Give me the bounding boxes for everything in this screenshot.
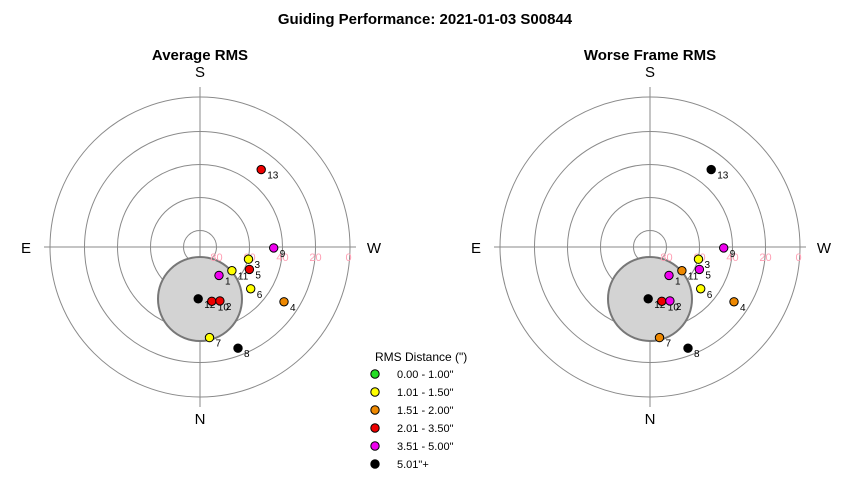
- worse-frame-rms-subtitle: Worse Frame RMS: [584, 47, 716, 64]
- legend-label: 0.00 - 1.00": [397, 369, 454, 381]
- data-point: [227, 266, 237, 276]
- data-point: [244, 264, 255, 275]
- worse-frame-rms-panel: Worse Frame RMS 806040200SNEW87412102611…: [471, 47, 832, 428]
- data-point: [214, 270, 224, 281]
- horizon-ring: [499, 96, 801, 398]
- data-point-label: 6: [707, 290, 713, 301]
- data-point-label: 8: [694, 349, 700, 360]
- data-point-label: 13: [717, 171, 729, 182]
- data-point-label: 1: [225, 276, 231, 287]
- direction-label-bottom: N: [195, 411, 206, 428]
- data-point-label: 11: [688, 272, 699, 283]
- data-point-label: 11: [238, 272, 249, 283]
- altitude-tick-label: 20: [759, 252, 771, 264]
- data-point: [665, 296, 675, 306]
- legend-label: 1.51 - 2.00": [397, 405, 454, 417]
- data-point-label: 5: [255, 270, 261, 281]
- legend-title: RMS Distance ("): [375, 350, 467, 364]
- data-point: [657, 296, 667, 306]
- altitude-tick-label: 20: [309, 252, 321, 264]
- direction-label-top: S: [645, 64, 655, 81]
- legend-swatch: [370, 459, 380, 469]
- legend-label: 1.01 - 1.50": [397, 387, 454, 399]
- figure-title: Guiding Performance: 2021-01-03 S00844: [278, 11, 573, 28]
- data-point: [204, 332, 215, 343]
- data-point: [729, 297, 739, 307]
- legend-swatch: [370, 387, 380, 397]
- data-point-label: 9: [730, 249, 736, 260]
- altitude-tick-label: 0: [795, 252, 801, 264]
- data-point: [269, 243, 279, 253]
- direction-label-left: E: [471, 240, 481, 257]
- data-point-label: 5: [705, 270, 711, 281]
- data-point-label: 2: [226, 302, 232, 313]
- altitude-ring: [534, 131, 766, 363]
- data-point-label: 9: [280, 249, 286, 260]
- data-point: [215, 296, 225, 306]
- data-point-label: 8: [244, 349, 250, 360]
- rms-distance-legend: RMS Distance (") 0.00 - 1.00" 1.01 - 1.50…: [370, 350, 467, 471]
- data-point: [193, 294, 203, 304]
- data-point-label: 7: [216, 339, 222, 350]
- data-point-label: 4: [740, 303, 746, 314]
- data-point-label: 2: [676, 302, 682, 313]
- direction-label-bottom: N: [645, 411, 656, 428]
- legend-swatch: [370, 423, 380, 433]
- horizon-ring: [49, 96, 351, 398]
- altitude-tick-label: 0: [345, 252, 351, 264]
- data-point: [664, 270, 674, 281]
- data-point-label: 1: [675, 276, 681, 287]
- direction-label-right: W: [367, 240, 382, 257]
- legend-swatch: [370, 369, 380, 379]
- direction-label-right: W: [817, 240, 832, 257]
- legend-label: 2.01 - 3.50": [397, 423, 454, 435]
- data-point: [683, 343, 693, 353]
- data-point: [233, 343, 243, 353]
- data-point-label: 7: [666, 339, 672, 350]
- legend-label: 5.01"+: [397, 459, 429, 471]
- data-point-label: 4: [290, 303, 296, 314]
- data-point-label: 3: [705, 260, 711, 271]
- data-point: [719, 243, 729, 253]
- altitude-tick-label: 80: [660, 252, 672, 264]
- legend-swatch: [370, 441, 380, 451]
- altitude-ring: [84, 131, 316, 363]
- data-point-label: 13: [267, 171, 279, 182]
- altitude-tick-label: 40: [276, 252, 288, 264]
- data-point: [643, 294, 653, 304]
- data-point-label: 3: [255, 260, 261, 271]
- direction-label-top: S: [195, 64, 205, 81]
- data-point: [279, 297, 289, 307]
- direction-label-left: E: [21, 240, 31, 257]
- data-point: [246, 284, 256, 294]
- legend-swatch: [370, 405, 380, 415]
- data-point: [207, 296, 217, 306]
- legend-label: 3.51 - 5.00": [397, 441, 454, 453]
- data-point: [256, 164, 266, 175]
- average-rms-panel: Average RMS 806040200SNEW874121026111539…: [21, 47, 382, 428]
- data-point: [706, 164, 716, 175]
- data-point: [654, 332, 665, 343]
- data-point: [694, 264, 705, 275]
- data-point: [243, 254, 254, 264]
- data-point: [677, 266, 687, 276]
- data-point-label: 10: [218, 302, 230, 313]
- altitude-tick-label: 80: [210, 252, 222, 264]
- data-point: [693, 254, 704, 264]
- altitude-tick-label: 40: [726, 252, 738, 264]
- data-point: [696, 284, 706, 294]
- average-rms-subtitle: Average RMS: [152, 47, 248, 64]
- data-point-label: 10: [668, 302, 680, 313]
- data-point-label: 6: [257, 290, 263, 301]
